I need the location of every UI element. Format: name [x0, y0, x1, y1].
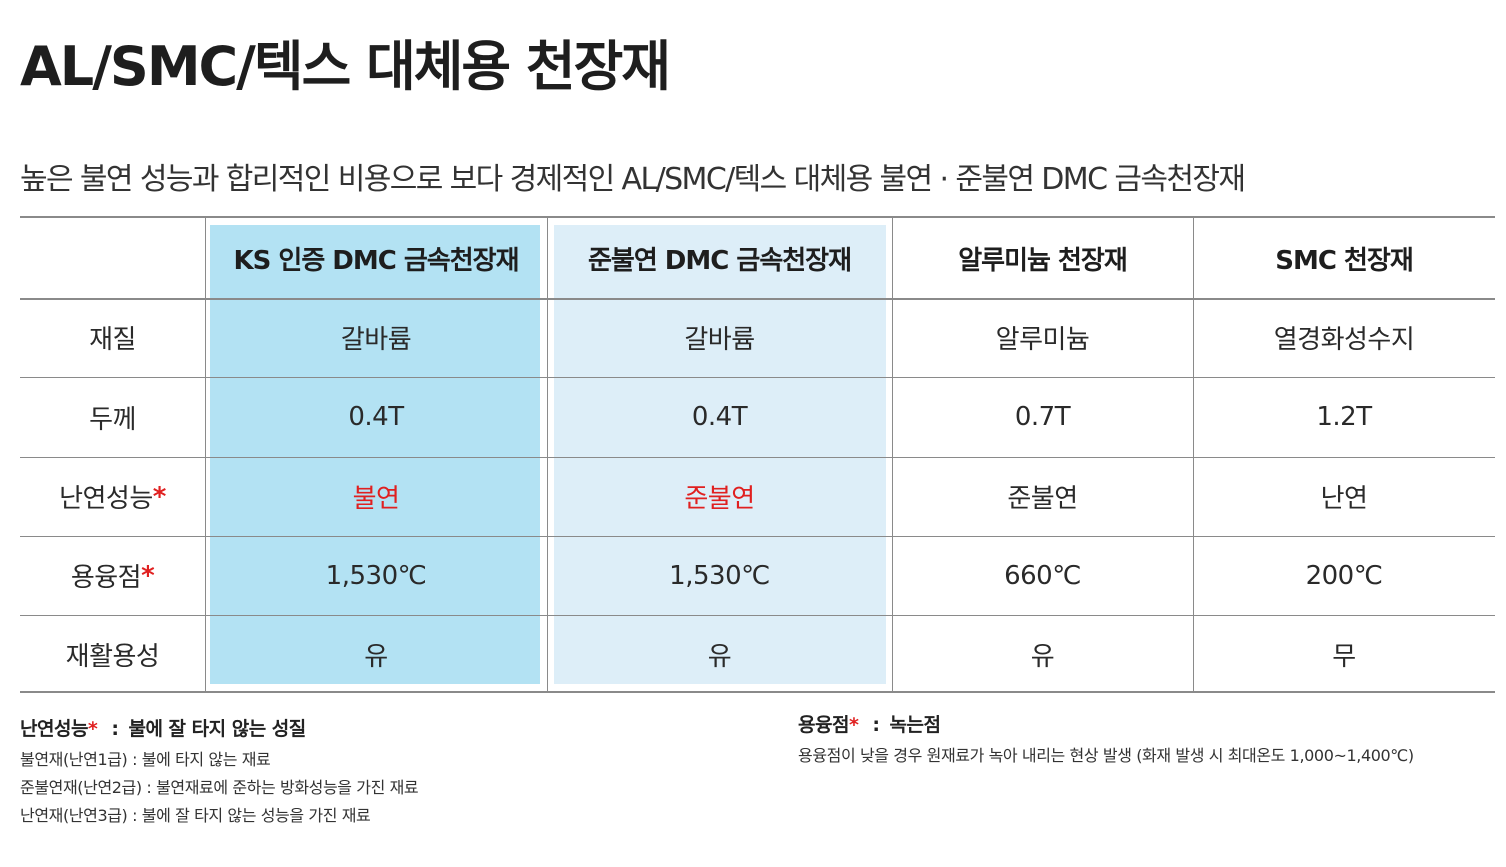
row-label-text: 두께 — [89, 404, 136, 435]
legend-fire-line: 난연재(난연3급) : 불에 잘 타지 않는 성능을 가진 재료 — [20, 806, 371, 825]
column-header-text: SMC 천장재 — [1275, 245, 1413, 276]
table-cell-text: 0.4T — [691, 402, 748, 432]
row-divider — [20, 536, 1495, 537]
table-cell-text: 무 — [1332, 641, 1356, 672]
table-cell-text: 1,530℃ — [669, 560, 770, 591]
legend-fire-retardant: 난연성능*: 불에 잘 타지 않는 성질 불연재(난연1급) : 불에 타지 않는… — [20, 714, 419, 825]
row-label: 재활용성 — [20, 615, 205, 693]
table-cell-text: 유 — [707, 641, 732, 672]
table-cell-text: 1,530℃ — [325, 560, 427, 591]
column-header-text: KS 인증 DMC 금속천장재 — [233, 245, 519, 276]
table-cell: 불연 — [205, 457, 547, 536]
table-cell: 유 — [205, 615, 547, 693]
legend-melt-marker: * — [848, 714, 859, 736]
column-header: KS 인증 DMC 금속천장재 — [205, 218, 547, 298]
table-cell: 갈바륨 — [547, 298, 892, 377]
footnote-marker: * — [152, 481, 167, 512]
table-cell-text: 열경화성수지 — [1273, 325, 1415, 355]
table-cell: 무 — [1193, 615, 1495, 693]
table-cell-text: 준불연 — [684, 484, 755, 514]
highlight-column-semi — [554, 225, 886, 684]
table-cell-text: 1.2T — [1316, 402, 1372, 432]
legend-fire-line: 준불연재(난연2급) : 불연재료에 준하는 방화성능을 가진 재료 — [20, 778, 419, 797]
page-subtitle: 높은 불연 성능과 합리적인 비용으로 보다 경제적인 AL/SMC/텍스 대체… — [20, 162, 1246, 197]
table-cell-text: 0.4T — [348, 402, 404, 432]
row-label-text: 난연성능 — [59, 484, 153, 514]
row-label: 용융점 * — [20, 536, 205, 615]
table-cell-text: 유 — [364, 641, 388, 672]
table-cell-text: 200℃ — [1305, 560, 1383, 591]
legend-fire-marker: * — [87, 718, 98, 740]
table-cell-text: 0.7T — [1014, 402, 1071, 432]
legend-melting-point: 용융점*: 녹는점 용융점이 낮을 경우 원재료가 녹아 내리는 현상 발생 (화… — [798, 710, 1414, 765]
table-cell: 1,530℃ — [547, 536, 892, 615]
table-cell: 유 — [547, 615, 892, 693]
table-cell-text: 난연 — [1320, 484, 1368, 514]
row-label-text: 재질 — [89, 325, 136, 355]
page-title: AL/SMC/텍스 대체용 천장재 — [20, 35, 671, 98]
legend-melt-sep: : — [872, 714, 880, 736]
table-cell: 0.4T — [205, 377, 547, 457]
legend-melt-line: 용융점이 낮을 경우 원재료가 녹아 내리는 현상 발생 (화재 발생 시 최대… — [798, 746, 1414, 765]
legend-melt-title: 용융점 — [798, 714, 849, 736]
table-cell: 200℃ — [1193, 536, 1495, 615]
table-cell: 알루미늄 — [892, 298, 1193, 377]
table-cell: 준불연 — [547, 457, 892, 536]
legend-fire-title: 난연성능 — [20, 718, 88, 740]
table-cell-text: 660℃ — [1004, 560, 1081, 591]
row-label-text: 용융점 — [70, 563, 142, 593]
column-header: 준불연 DMC 금속천장재 — [547, 218, 892, 298]
table-cell: 1,530℃ — [205, 536, 547, 615]
column-header-text: 알루미늄 천장재 — [958, 245, 1127, 276]
table-cell-text: 준불연 — [1007, 484, 1078, 514]
row-divider — [20, 457, 1495, 458]
column-divider — [205, 218, 206, 691]
row-label: 난연성능 * — [20, 457, 205, 536]
row-divider — [20, 615, 1495, 616]
table-cell-text: 알루미늄 — [995, 325, 1090, 355]
header-divider — [20, 298, 1495, 300]
table-cell-text: 갈바륨 — [340, 325, 412, 355]
table-cell: 660℃ — [892, 536, 1193, 615]
table-cell: 0.4T — [547, 377, 892, 457]
table-cell: 유 — [892, 615, 1193, 693]
table-cell: 0.7T — [892, 377, 1193, 457]
highlight-column-ks — [210, 225, 540, 684]
column-header: 알루미늄 천장재 — [892, 218, 1193, 298]
legend-fire-line: 불연재(난연1급) : 불에 타지 않는 재료 — [20, 750, 271, 769]
row-label-text: 재활용성 — [65, 641, 160, 672]
legend-fire-sep: : — [111, 718, 119, 740]
header-corner — [20, 218, 205, 298]
column-header-text: 준불연 DMC 금속천장재 — [588, 245, 852, 276]
row-label: 두께 — [20, 377, 205, 457]
column-header: SMC 천장재 — [1193, 218, 1495, 298]
column-divider — [1193, 218, 1194, 691]
table-cell: 열경화성수지 — [1193, 298, 1495, 377]
table-cell-text: 유 — [1030, 641, 1055, 672]
table-cell: 난연 — [1193, 457, 1495, 536]
legend-melt-desc: 녹는점 — [889, 714, 941, 736]
table-cell-text: 갈바륨 — [684, 325, 755, 355]
table-cell: 준불연 — [892, 457, 1193, 536]
row-label: 재질 — [20, 298, 205, 377]
comparison-table: KS 인증 DMC 금속천장재 준불연 DMC 금속천장재 알루미늄 천장재 SMC … — [20, 216, 1495, 693]
column-divider — [547, 218, 548, 691]
row-divider — [20, 377, 1495, 378]
table-cell-text: 불연 — [352, 484, 400, 514]
legend-fire-desc: 불에 잘 타지 않는 성질 — [128, 718, 306, 740]
footnote-marker: * — [141, 560, 155, 591]
column-divider — [892, 218, 893, 691]
table-cell: 갈바륨 — [205, 298, 547, 377]
table-cell: 1.2T — [1193, 377, 1495, 457]
